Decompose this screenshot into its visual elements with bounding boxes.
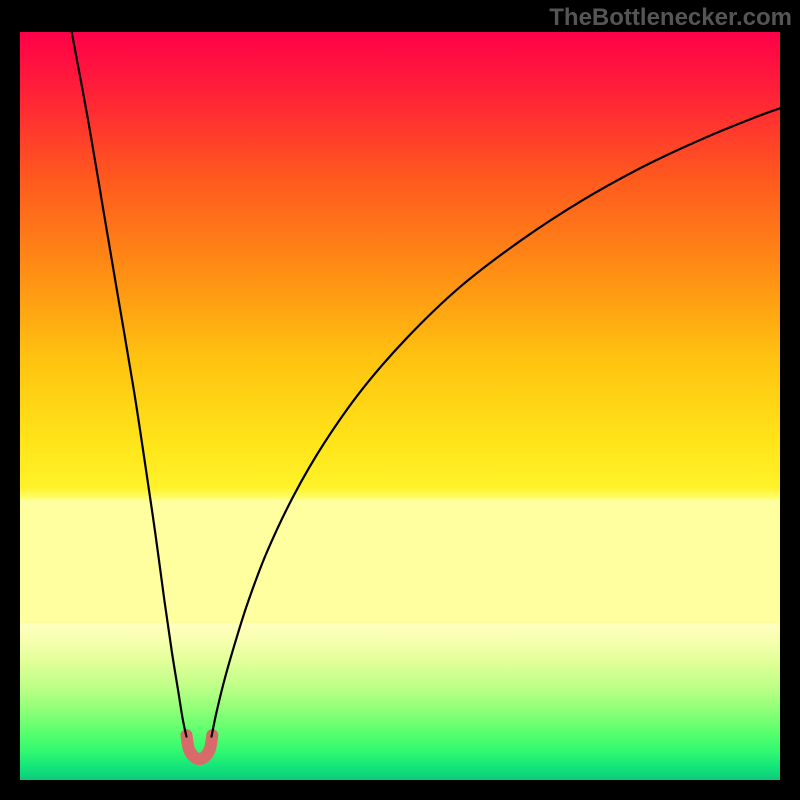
watermark-text: TheBottlenecker.com	[549, 4, 792, 32]
chart-svg	[20, 32, 780, 780]
frame-left	[0, 0, 20, 800]
frame-bottom	[0, 780, 800, 800]
gradient-background-main	[20, 32, 780, 624]
frame-right	[780, 0, 800, 800]
gradient-background-bottom	[20, 623, 780, 780]
chart-plot-area	[20, 32, 780, 780]
